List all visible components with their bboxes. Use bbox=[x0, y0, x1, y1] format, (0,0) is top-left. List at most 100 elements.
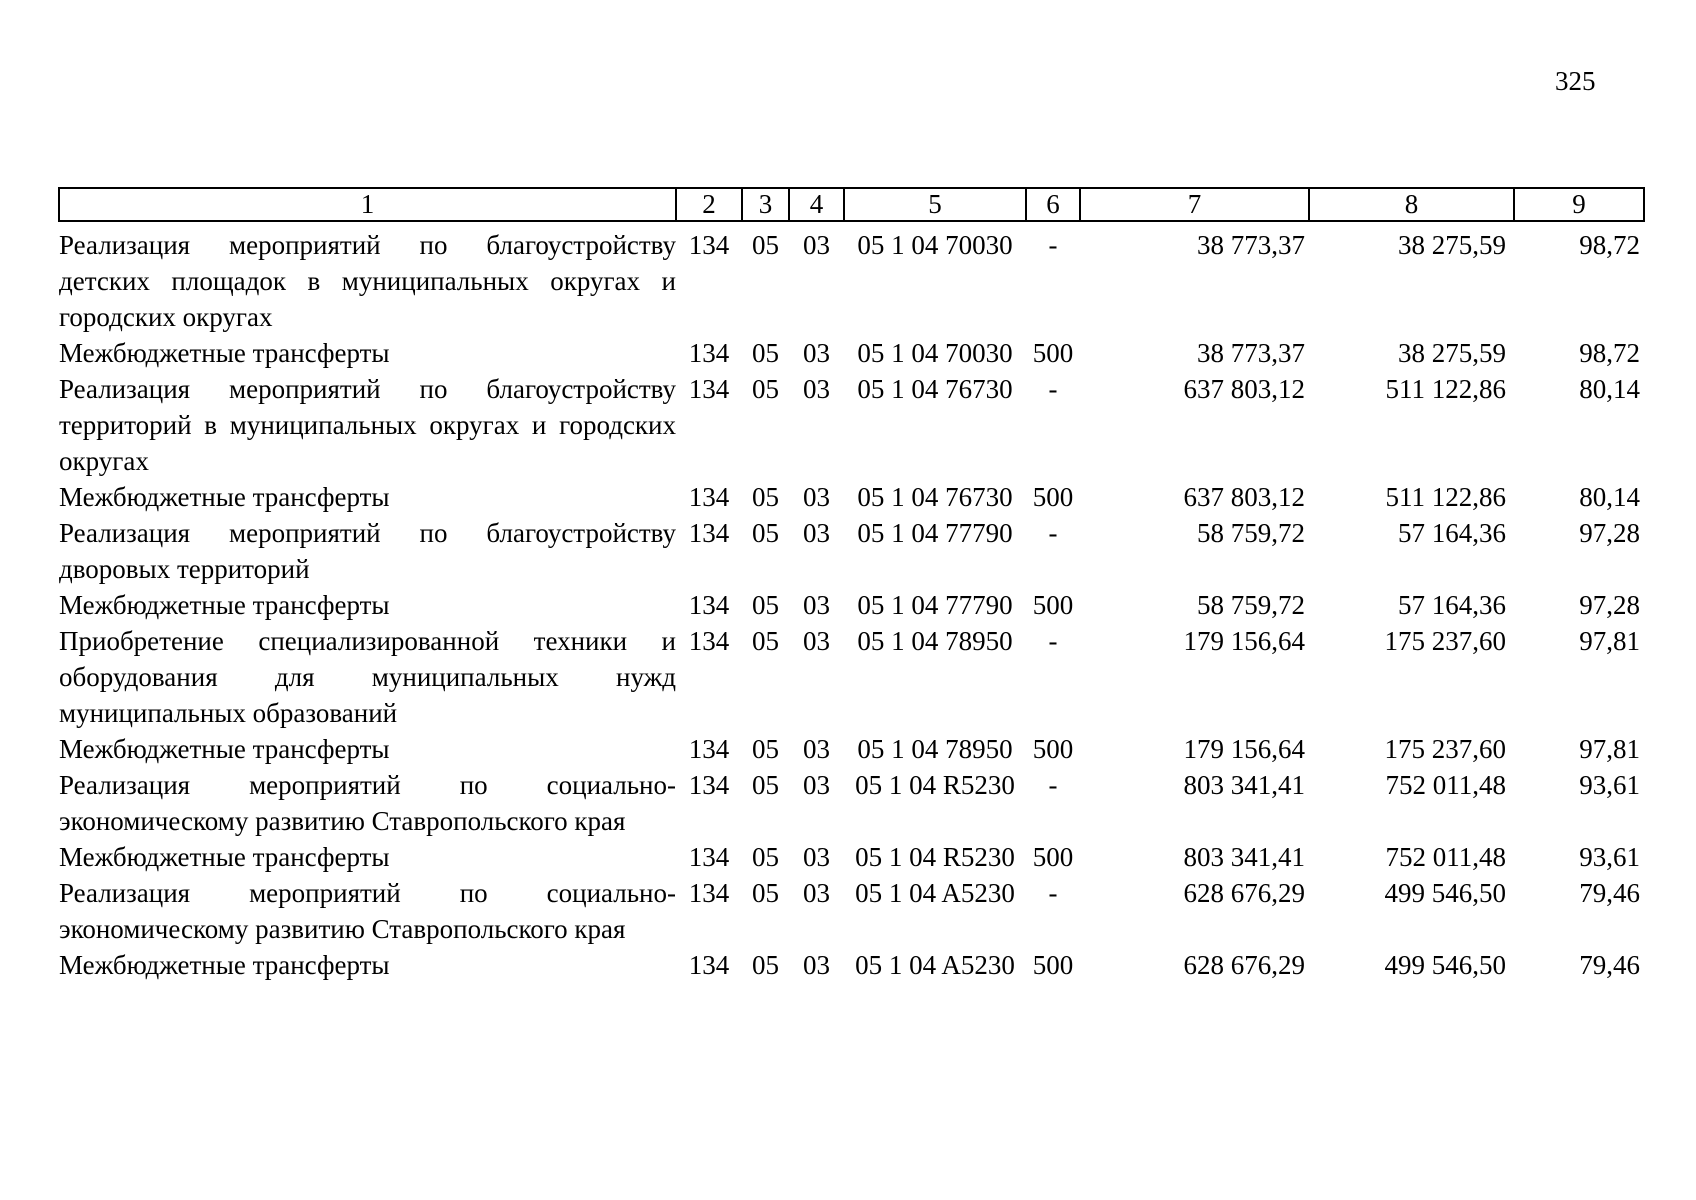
row-name-line: детских площадок в муниципальных округах… bbox=[59, 266, 676, 296]
cell-c9: 79,46 bbox=[1579, 878, 1640, 908]
row-name-cell: Реализация мероприятий по социально-экон… bbox=[59, 875, 676, 947]
cell-c7: 637 803,12 bbox=[1183, 482, 1306, 512]
cell-c9: 98,72 bbox=[1579, 338, 1640, 368]
cell-c5: 05 1 04 70030 bbox=[857, 338, 1013, 368]
cell-c2: 134 bbox=[688, 374, 730, 404]
row-name-line: Приобретение специализированной техники … bbox=[59, 626, 676, 656]
cell-c2: 134 bbox=[688, 230, 730, 260]
cell-c4: 03 bbox=[803, 734, 830, 764]
header-cell-1: 1 bbox=[58, 187, 677, 222]
cell-c6: - bbox=[1048, 878, 1058, 908]
table-row: Реализация мероприятий по благоустройств… bbox=[59, 371, 1644, 479]
cell-c4: 03 bbox=[803, 770, 830, 800]
row-name-cell: Реализация мероприятий по благоустройств… bbox=[59, 371, 676, 479]
cell-c2: 134 bbox=[688, 482, 730, 512]
row-name-cell: Межбюджетные трансферты bbox=[59, 947, 676, 983]
row-name-line: Межбюджетные трансферты bbox=[59, 842, 390, 872]
cell-c4: 03 bbox=[803, 626, 830, 656]
cell-c7: 179 156,64 bbox=[1183, 626, 1306, 656]
cell-c4: 03 bbox=[803, 590, 830, 620]
cell-c3: 05 bbox=[752, 482, 779, 512]
row-name-line: Межбюджетные трансферты bbox=[59, 950, 390, 980]
cell-c3: 05 bbox=[752, 950, 779, 980]
cell-c5: 05 1 04 78950 bbox=[857, 734, 1013, 764]
row-name-line: территорий в муниципальных округах и гор… bbox=[59, 410, 676, 440]
row-name-line: Межбюджетные трансферты bbox=[59, 338, 390, 368]
cell-c4: 03 bbox=[803, 950, 830, 980]
cell-c7: 58 759,72 bbox=[1197, 590, 1305, 620]
cell-c7: 803 341,41 bbox=[1183, 842, 1306, 872]
row-name-line: Межбюджетные трансферты bbox=[59, 590, 390, 620]
row-name-line: Межбюджетные трансферты bbox=[59, 734, 390, 764]
cell-c6: - bbox=[1048, 374, 1058, 404]
cell-c9: 93,61 bbox=[1579, 770, 1640, 800]
cell-c9: 97,81 bbox=[1579, 626, 1640, 656]
row-name-cell: Приобретение специализированной техники … bbox=[59, 623, 676, 731]
budget-table: 1 2 3 4 5 6 7 8 9 Реализация мероприятий… bbox=[58, 187, 1645, 983]
page-number: 325 bbox=[1555, 66, 1596, 96]
cell-c9: 80,14 bbox=[1579, 374, 1640, 404]
cell-c5: 05 1 04 76730 bbox=[857, 374, 1013, 404]
header-cell-7: 7 bbox=[1079, 187, 1310, 222]
cell-c8: 175 237,60 bbox=[1384, 626, 1507, 656]
table-row: Межбюджетные трансферты 134 05 03 05 1 04 78… bbox=[59, 731, 1644, 767]
cell-c6: 500 bbox=[1032, 950, 1074, 980]
row-name-cell: Реализация мероприятий по благоустройств… bbox=[59, 221, 676, 335]
cell-c6: 500 bbox=[1032, 842, 1074, 872]
row-name-line: Реализация мероприятий по благоустройств… bbox=[59, 518, 676, 548]
cell-c6: - bbox=[1048, 626, 1058, 656]
cell-c5: 05 1 04 76730 bbox=[857, 482, 1013, 512]
cell-c4: 03 bbox=[803, 518, 830, 548]
cell-c2: 134 bbox=[688, 734, 730, 764]
cell-c5: 05 1 04 78950 bbox=[857, 626, 1013, 656]
row-name-cell: Межбюджетные трансферты bbox=[59, 335, 676, 371]
cell-c7: 637 803,12 bbox=[1183, 374, 1306, 404]
cell-c8: 752 011,48 bbox=[1385, 770, 1507, 800]
cell-c9: 98,72 bbox=[1579, 230, 1640, 260]
cell-c8: 57 164,36 bbox=[1398, 590, 1506, 620]
cell-c9: 97,28 bbox=[1579, 518, 1640, 548]
table-row: Реализация мероприятий по благоустройств… bbox=[59, 515, 1644, 587]
row-name-line: экономическому развитию Ставропольского … bbox=[59, 806, 626, 836]
row-name-line: Реализация мероприятий по благоустройств… bbox=[59, 230, 676, 260]
header-cell-4: 4 bbox=[788, 187, 845, 222]
cell-c8: 499 546,50 bbox=[1384, 878, 1507, 908]
cell-c3: 05 bbox=[752, 590, 779, 620]
cell-c7: 803 341,41 bbox=[1183, 770, 1306, 800]
header-cell-3: 3 bbox=[741, 187, 790, 222]
cell-c3: 05 bbox=[752, 770, 779, 800]
header-cell-9: 9 bbox=[1513, 187, 1645, 222]
cell-c6: 500 bbox=[1032, 734, 1074, 764]
cell-c5: 05 1 04 R5230 bbox=[855, 770, 1015, 800]
cell-c5: 05 1 04 R5230 bbox=[855, 842, 1015, 872]
cell-c9: 97,28 bbox=[1579, 590, 1640, 620]
cell-c9: 79,46 bbox=[1579, 950, 1640, 980]
table-row: Межбюджетные трансферты 134 05 03 05 1 04 A5… bbox=[59, 947, 1644, 983]
row-name-line: Реализация мероприятий по благоустройств… bbox=[59, 374, 676, 404]
cell-c6: 500 bbox=[1032, 338, 1074, 368]
cell-c5: 05 1 04 A5230 bbox=[855, 950, 1015, 980]
cell-c9: 93,61 bbox=[1579, 842, 1640, 872]
cell-c3: 05 bbox=[752, 626, 779, 656]
row-name-line: городских округах bbox=[59, 302, 273, 332]
cell-c2: 134 bbox=[688, 338, 730, 368]
cell-c8: 499 546,50 bbox=[1384, 950, 1507, 980]
cell-c6: 500 bbox=[1032, 590, 1074, 620]
row-name-line: Межбюджетные трансферты bbox=[59, 482, 390, 512]
row-name-line: Реализация мероприятий по социально- bbox=[59, 770, 676, 800]
table-row: Межбюджетные трансферты 134 05 03 05 1 04 77… bbox=[59, 587, 1644, 623]
row-name-line: экономическому развитию Ставропольского … bbox=[59, 914, 626, 944]
cell-c4: 03 bbox=[803, 482, 830, 512]
row-name-cell: Межбюджетные трансферты bbox=[59, 731, 676, 767]
cell-c7: 38 773,37 bbox=[1197, 230, 1305, 260]
row-name-line: Реализация мероприятий по социально- bbox=[59, 878, 676, 908]
row-name-cell: Межбюджетные трансферты bbox=[59, 479, 676, 515]
table-row: Межбюджетные трансферты 134 05 03 05 1 04 R5… bbox=[59, 839, 1644, 875]
cell-c8: 752 011,48 bbox=[1385, 842, 1507, 872]
cell-c6: - bbox=[1048, 518, 1058, 548]
table-row: Реализация мероприятий по благоустройств… bbox=[59, 221, 1644, 335]
cell-c8: 511 122,86 bbox=[1385, 482, 1507, 512]
cell-c3: 05 bbox=[752, 878, 779, 908]
cell-c7: 179 156,64 bbox=[1183, 734, 1306, 764]
